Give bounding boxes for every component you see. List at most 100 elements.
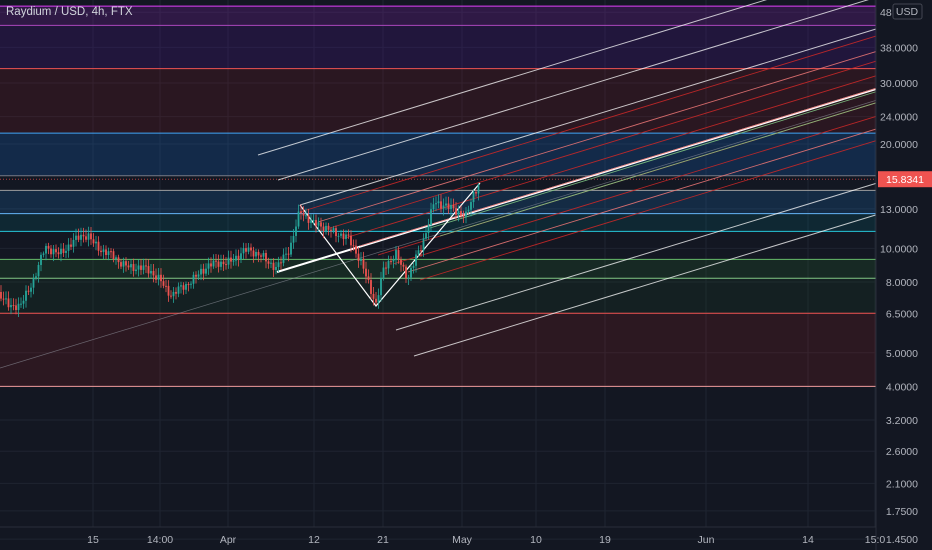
candle — [187, 284, 190, 286]
candle — [360, 258, 362, 261]
candle — [172, 291, 175, 297]
candle — [47, 245, 50, 249]
candle — [475, 191, 477, 194]
candle — [282, 254, 285, 263]
candle — [302, 213, 305, 216]
candle — [297, 211, 300, 227]
time-tick-label: Jun — [698, 534, 715, 546]
candle — [180, 285, 182, 287]
horizontal-levels — [0, 5, 876, 387]
price-tick-label: 2.6000 — [886, 446, 918, 458]
candle — [467, 209, 470, 212]
candle — [155, 275, 157, 280]
candle — [190, 283, 192, 285]
pitchfork-line — [276, 88, 877, 273]
price-axis: 60.000048.000038.000030.000024.000020.00… — [878, 3, 932, 546]
candle — [130, 264, 132, 268]
price-tick-label: 24.0000 — [880, 112, 918, 124]
candle — [12, 305, 15, 307]
candle — [222, 261, 225, 265]
candle — [42, 253, 45, 255]
candle — [62, 248, 65, 253]
candle — [192, 274, 195, 284]
candle — [152, 270, 155, 276]
candle — [377, 295, 380, 303]
pitchfork-line — [359, 87, 877, 247]
pitchfork-handle — [299, 182, 481, 307]
candle — [357, 253, 360, 261]
candle — [320, 222, 322, 227]
candle — [57, 252, 60, 255]
candle — [372, 293, 375, 299]
candle — [305, 215, 307, 217]
candle — [167, 285, 170, 296]
candle — [37, 264, 40, 277]
candle — [32, 278, 35, 288]
pitchfork-line — [395, 182, 877, 331]
candle — [322, 226, 325, 232]
candle — [225, 264, 227, 266]
candle — [170, 295, 172, 297]
candle — [287, 253, 290, 255]
price-tick-label: 3.2000 — [886, 415, 918, 427]
candle — [315, 219, 317, 226]
candle — [255, 251, 257, 257]
candle — [217, 261, 220, 267]
candle — [252, 250, 255, 257]
candle — [470, 202, 472, 210]
candle — [307, 215, 310, 223]
candle — [240, 253, 242, 260]
pitchfork-line — [0, 100, 877, 369]
candle — [402, 264, 405, 267]
price-zone — [0, 278, 876, 314]
candle — [370, 280, 372, 294]
candle — [410, 267, 412, 278]
candle — [112, 251, 115, 260]
pitchfork-drawing[interactable] — [0, 0, 877, 369]
candle — [127, 265, 130, 268]
time-tick-label: 10 — [530, 534, 542, 546]
candle — [92, 239, 95, 244]
symbol-title[interactable]: Raydium / USD, 4h, FTX — [6, 6, 133, 18]
candle — [15, 305, 17, 311]
candle — [262, 252, 265, 257]
candle — [280, 262, 282, 264]
candle — [157, 274, 160, 280]
pitchfork-line — [419, 140, 877, 281]
price-tick-label: 4.0000 — [886, 381, 918, 393]
candle — [450, 204, 452, 209]
candle — [135, 269, 137, 271]
candle — [267, 261, 270, 264]
candle — [290, 242, 292, 255]
candle — [447, 203, 450, 209]
time-tick-label: 15:0 — [865, 534, 886, 546]
candle — [295, 226, 297, 236]
pitchfork-line — [407, 128, 877, 273]
candle — [137, 265, 140, 270]
candle — [70, 244, 72, 247]
candle — [380, 278, 382, 296]
candle — [395, 250, 397, 261]
candle — [425, 233, 427, 239]
candle — [160, 274, 162, 282]
candle — [75, 235, 77, 240]
candle — [275, 266, 277, 270]
time-tick-label: May — [452, 534, 473, 546]
price-zone — [0, 313, 876, 387]
current-price-label: 15.8341 — [886, 174, 924, 186]
candle — [427, 225, 430, 234]
pitchfork-line — [439, 102, 877, 237]
candle — [310, 220, 312, 223]
candle — [455, 208, 457, 215]
candle — [397, 250, 400, 260]
candle — [457, 211, 460, 215]
candle — [120, 262, 122, 267]
candle — [417, 250, 420, 255]
candle — [55, 249, 57, 253]
candle — [202, 268, 205, 274]
candle — [422, 238, 425, 251]
candle — [40, 254, 42, 265]
candle — [415, 254, 417, 266]
